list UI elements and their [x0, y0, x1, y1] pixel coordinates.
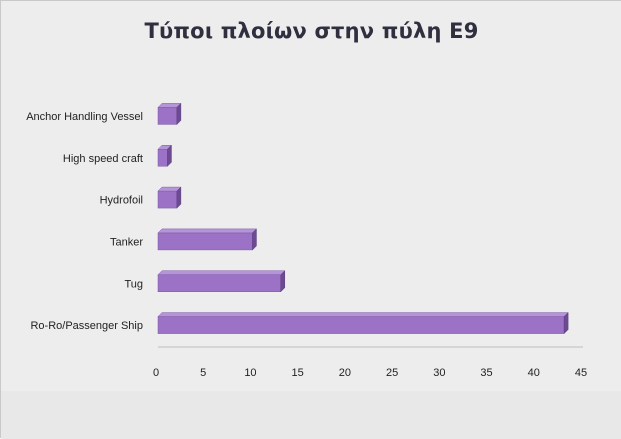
bottom-strip — [1, 391, 621, 439]
bar-side-face — [176, 186, 182, 209]
bar — [157, 107, 178, 125]
bar-top-face — [157, 270, 286, 275]
bar-top-face — [157, 228, 258, 234]
bar-side-face — [176, 102, 182, 126]
x-tick-label: 15 — [292, 367, 304, 379]
bar-group — [157, 270, 286, 293]
category-label: Anchor Handling Vessel — [26, 111, 143, 123]
x-tick-label: 10 — [244, 367, 256, 379]
x-tick-label: 40 — [528, 367, 540, 379]
bar-group — [157, 186, 182, 209]
x-tick-label: 35 — [480, 367, 492, 379]
x-tick-label: 30 — [433, 367, 445, 379]
bar-side-face — [563, 311, 569, 335]
chart-title: Τύποι πλοίων στην πύλη Ε9 — [144, 19, 479, 43]
x-tick-label: 5 — [200, 367, 206, 379]
category-label: Tanker — [110, 236, 143, 248]
category-label: High speed craft — [63, 153, 143, 165]
bar-group — [157, 102, 182, 126]
x-tick-label: 20 — [339, 367, 351, 379]
bar-side-face — [280, 270, 286, 293]
bar-side-face — [167, 144, 172, 167]
bar — [157, 149, 168, 167]
bar — [157, 190, 178, 209]
category-label: Hydrofoil — [100, 195, 143, 207]
category-label: Tug — [124, 278, 143, 290]
x-tick-label: 45 — [575, 367, 587, 379]
x-tick-label: 25 — [386, 367, 398, 379]
category-label: Ro-Ro/Passenger Ship — [30, 320, 143, 332]
bar-top-face — [157, 312, 569, 317]
bar-group — [157, 144, 173, 167]
bar — [157, 274, 282, 292]
bar-side-face — [252, 228, 257, 251]
bar-group — [157, 311, 569, 335]
x-tick-label: 0 — [153, 367, 159, 379]
bar — [157, 232, 253, 251]
bar-group — [157, 228, 258, 251]
bar — [157, 316, 565, 334]
